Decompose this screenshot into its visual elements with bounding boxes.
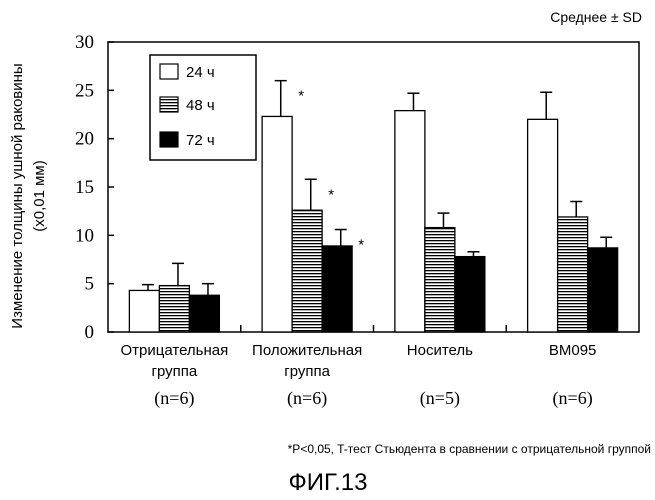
group-size-label: (n=5) xyxy=(420,388,460,409)
y-tick-label: 5 xyxy=(85,274,95,295)
y-tick-label: 30 xyxy=(75,32,94,53)
y-tick-label: 15 xyxy=(75,177,94,198)
legend-label-24h: 24 ч xyxy=(186,64,215,81)
y-tick-label: 25 xyxy=(75,80,94,101)
bar xyxy=(159,286,189,332)
significance-mark: * xyxy=(298,88,304,105)
bar xyxy=(262,116,292,332)
bar xyxy=(395,111,425,332)
figure-label: ФИГ.13 xyxy=(289,469,368,496)
bar xyxy=(322,246,352,332)
y-tick-label: 0 xyxy=(85,322,95,343)
y-tick-label: 10 xyxy=(75,225,94,246)
group-size-label: (n=6) xyxy=(553,388,593,409)
category-label: Положительная xyxy=(252,342,362,359)
y-tick-label: 20 xyxy=(75,129,94,150)
bar xyxy=(558,217,588,332)
category-label: BM095 xyxy=(549,342,597,359)
group-size-label: (n=6) xyxy=(154,388,194,409)
category-label-line2: группа xyxy=(152,363,198,380)
stat-label: Среднее ± SD xyxy=(550,9,642,25)
bar xyxy=(129,290,159,332)
y-axis-title: Изменение толщины ушной раковины (x0,01 … xyxy=(9,63,48,328)
category-label-line2: группа xyxy=(284,363,330,380)
bar xyxy=(528,119,558,332)
legend-label-72h: 72 ч xyxy=(186,132,215,149)
bar xyxy=(455,257,485,332)
legend-swatch-72h xyxy=(160,132,178,147)
group-size-label: (n=6) xyxy=(287,388,327,409)
category-labels: Отрицательная группа (n=6) Положительная гру… xyxy=(121,342,597,409)
bar xyxy=(189,295,219,332)
significance-mark: * xyxy=(328,186,334,203)
bar xyxy=(588,248,618,332)
y-axis-title-line1: Изменение толщины ушной раковины xyxy=(9,63,26,328)
legend-label-48h: 48 ч xyxy=(186,97,215,114)
bar xyxy=(292,210,322,332)
y-axis-title-line2: (x0,01 мм) xyxy=(31,160,48,231)
significance-mark: * xyxy=(358,237,364,254)
legend-swatch-24h xyxy=(160,64,178,79)
legend-swatch-48h xyxy=(160,97,178,112)
footnote: *P<0,05, T-тест Стьюдента в сравнении с … xyxy=(288,442,651,456)
category-label: Носитель xyxy=(407,342,473,359)
legend: 24 ч 48 ч 72 ч xyxy=(150,55,256,160)
category-label: Отрицательная xyxy=(121,342,229,359)
bar xyxy=(425,228,455,332)
